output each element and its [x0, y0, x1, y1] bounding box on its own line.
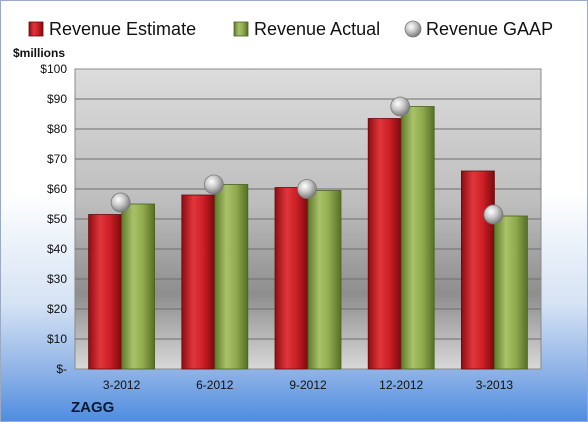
y-tick-label: $20	[47, 302, 67, 316]
bar-revenue-estimate	[367, 118, 402, 370]
legend: Revenue Estimate Revenue Actual Revenue GA…	[28, 19, 553, 39]
marker-revenue-gaap	[297, 179, 317, 199]
y-tick-label: $50	[47, 212, 67, 226]
legend-swatch	[28, 21, 44, 37]
marker-revenue-gaap	[110, 192, 131, 213]
gaap-markers	[110, 96, 504, 225]
y-tick-label: $90	[47, 92, 67, 106]
legend-swatch	[233, 21, 249, 37]
y-tick-label: $80	[47, 122, 67, 136]
bar-revenue-actual	[493, 215, 528, 370]
x-tick-label: 12-2012	[379, 378, 423, 392]
bar-revenue-estimate	[274, 187, 309, 370]
marker-revenue-gaap	[390, 96, 411, 117]
y-tick-label: $70	[47, 152, 67, 166]
x-tick-label: 3-2013	[476, 378, 514, 392]
legend-label: Revenue Actual	[254, 19, 380, 39]
x-tick-label: 6-2012	[196, 378, 234, 392]
bars	[88, 106, 528, 370]
bar-revenue-actual	[307, 190, 342, 370]
y-tick-label: $30	[47, 272, 67, 286]
bar-revenue-actual	[121, 203, 155, 370]
bar-revenue-actual	[400, 106, 435, 370]
y-tick-label: $40	[47, 242, 67, 256]
y-tick-label: $10	[47, 332, 67, 346]
bar-revenue-actual	[214, 184, 249, 370]
legend-label: Revenue GAAP	[426, 19, 553, 39]
bar-revenue-estimate	[88, 214, 122, 370]
marker-revenue-gaap	[203, 174, 224, 195]
y-tick-label: $60	[47, 182, 67, 196]
x-tick-label: 9-2012	[289, 378, 327, 392]
marker-revenue-gaap	[483, 204, 504, 225]
y-unit-label: $millions	[13, 46, 65, 60]
x-tick-label: 3-2012	[103, 378, 141, 392]
y-tick-label: $-	[56, 362, 67, 376]
x-axis: 3-2012 6-2012 9-2012 12-2012 3-2013	[103, 378, 513, 392]
company-name: ZAGG	[71, 399, 115, 416]
legend-swatch	[404, 20, 422, 38]
y-axis: $- $10 $20 $30 $40 $50 $60 $70 $80 $90 $100	[40, 62, 67, 376]
bar-revenue-estimate	[181, 194, 216, 370]
legend-label: Revenue Estimate	[49, 19, 196, 39]
y-tick-label: $100	[40, 62, 67, 76]
bar-revenue-estimate	[460, 170, 495, 370]
